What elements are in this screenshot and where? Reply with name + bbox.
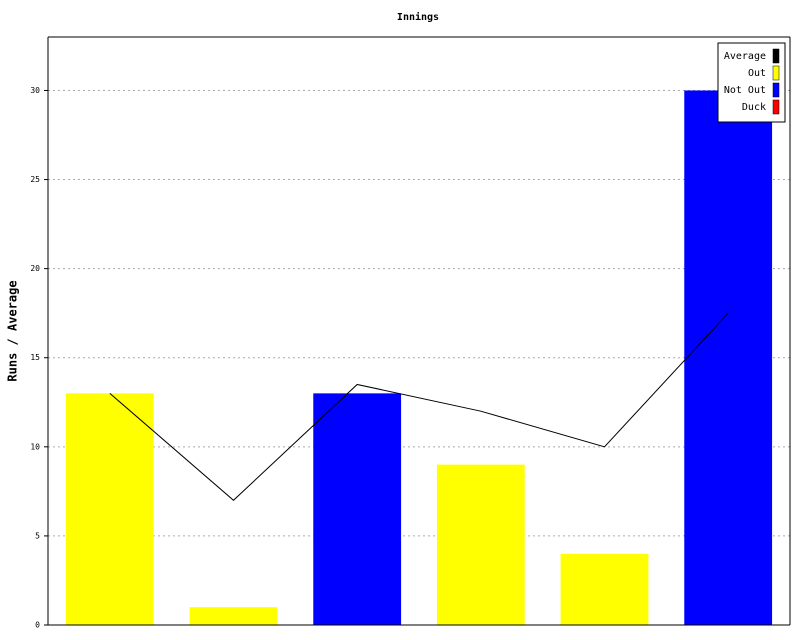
y-tick-label: 25 — [30, 175, 40, 184]
y-tick-label: 5 — [35, 531, 40, 540]
bar — [436, 464, 525, 625]
legend-swatch — [772, 65, 780, 81]
y-tick-label: 10 — [30, 442, 40, 451]
legend-swatch — [772, 82, 780, 98]
legend-label: Duck — [742, 102, 766, 113]
legend-label: Out — [748, 68, 766, 79]
legend-label: Not Out — [724, 85, 766, 96]
legend-label: Average — [724, 51, 766, 62]
chart-title: Innings — [397, 11, 439, 23]
bar — [560, 553, 649, 625]
y-tick-label: 20 — [30, 264, 40, 273]
y-tick-label: 15 — [30, 353, 40, 362]
legend-swatch — [772, 48, 780, 64]
average-line — [109, 312, 729, 501]
bar — [313, 393, 402, 625]
legend-swatch — [772, 99, 780, 115]
y-tick-label: 30 — [30, 86, 40, 95]
y-tick-label: 0 — [35, 621, 40, 630]
bar — [65, 393, 154, 625]
y-axis-label: Runs / Average — [6, 280, 20, 381]
bar — [189, 607, 278, 625]
bar — [684, 90, 773, 626]
